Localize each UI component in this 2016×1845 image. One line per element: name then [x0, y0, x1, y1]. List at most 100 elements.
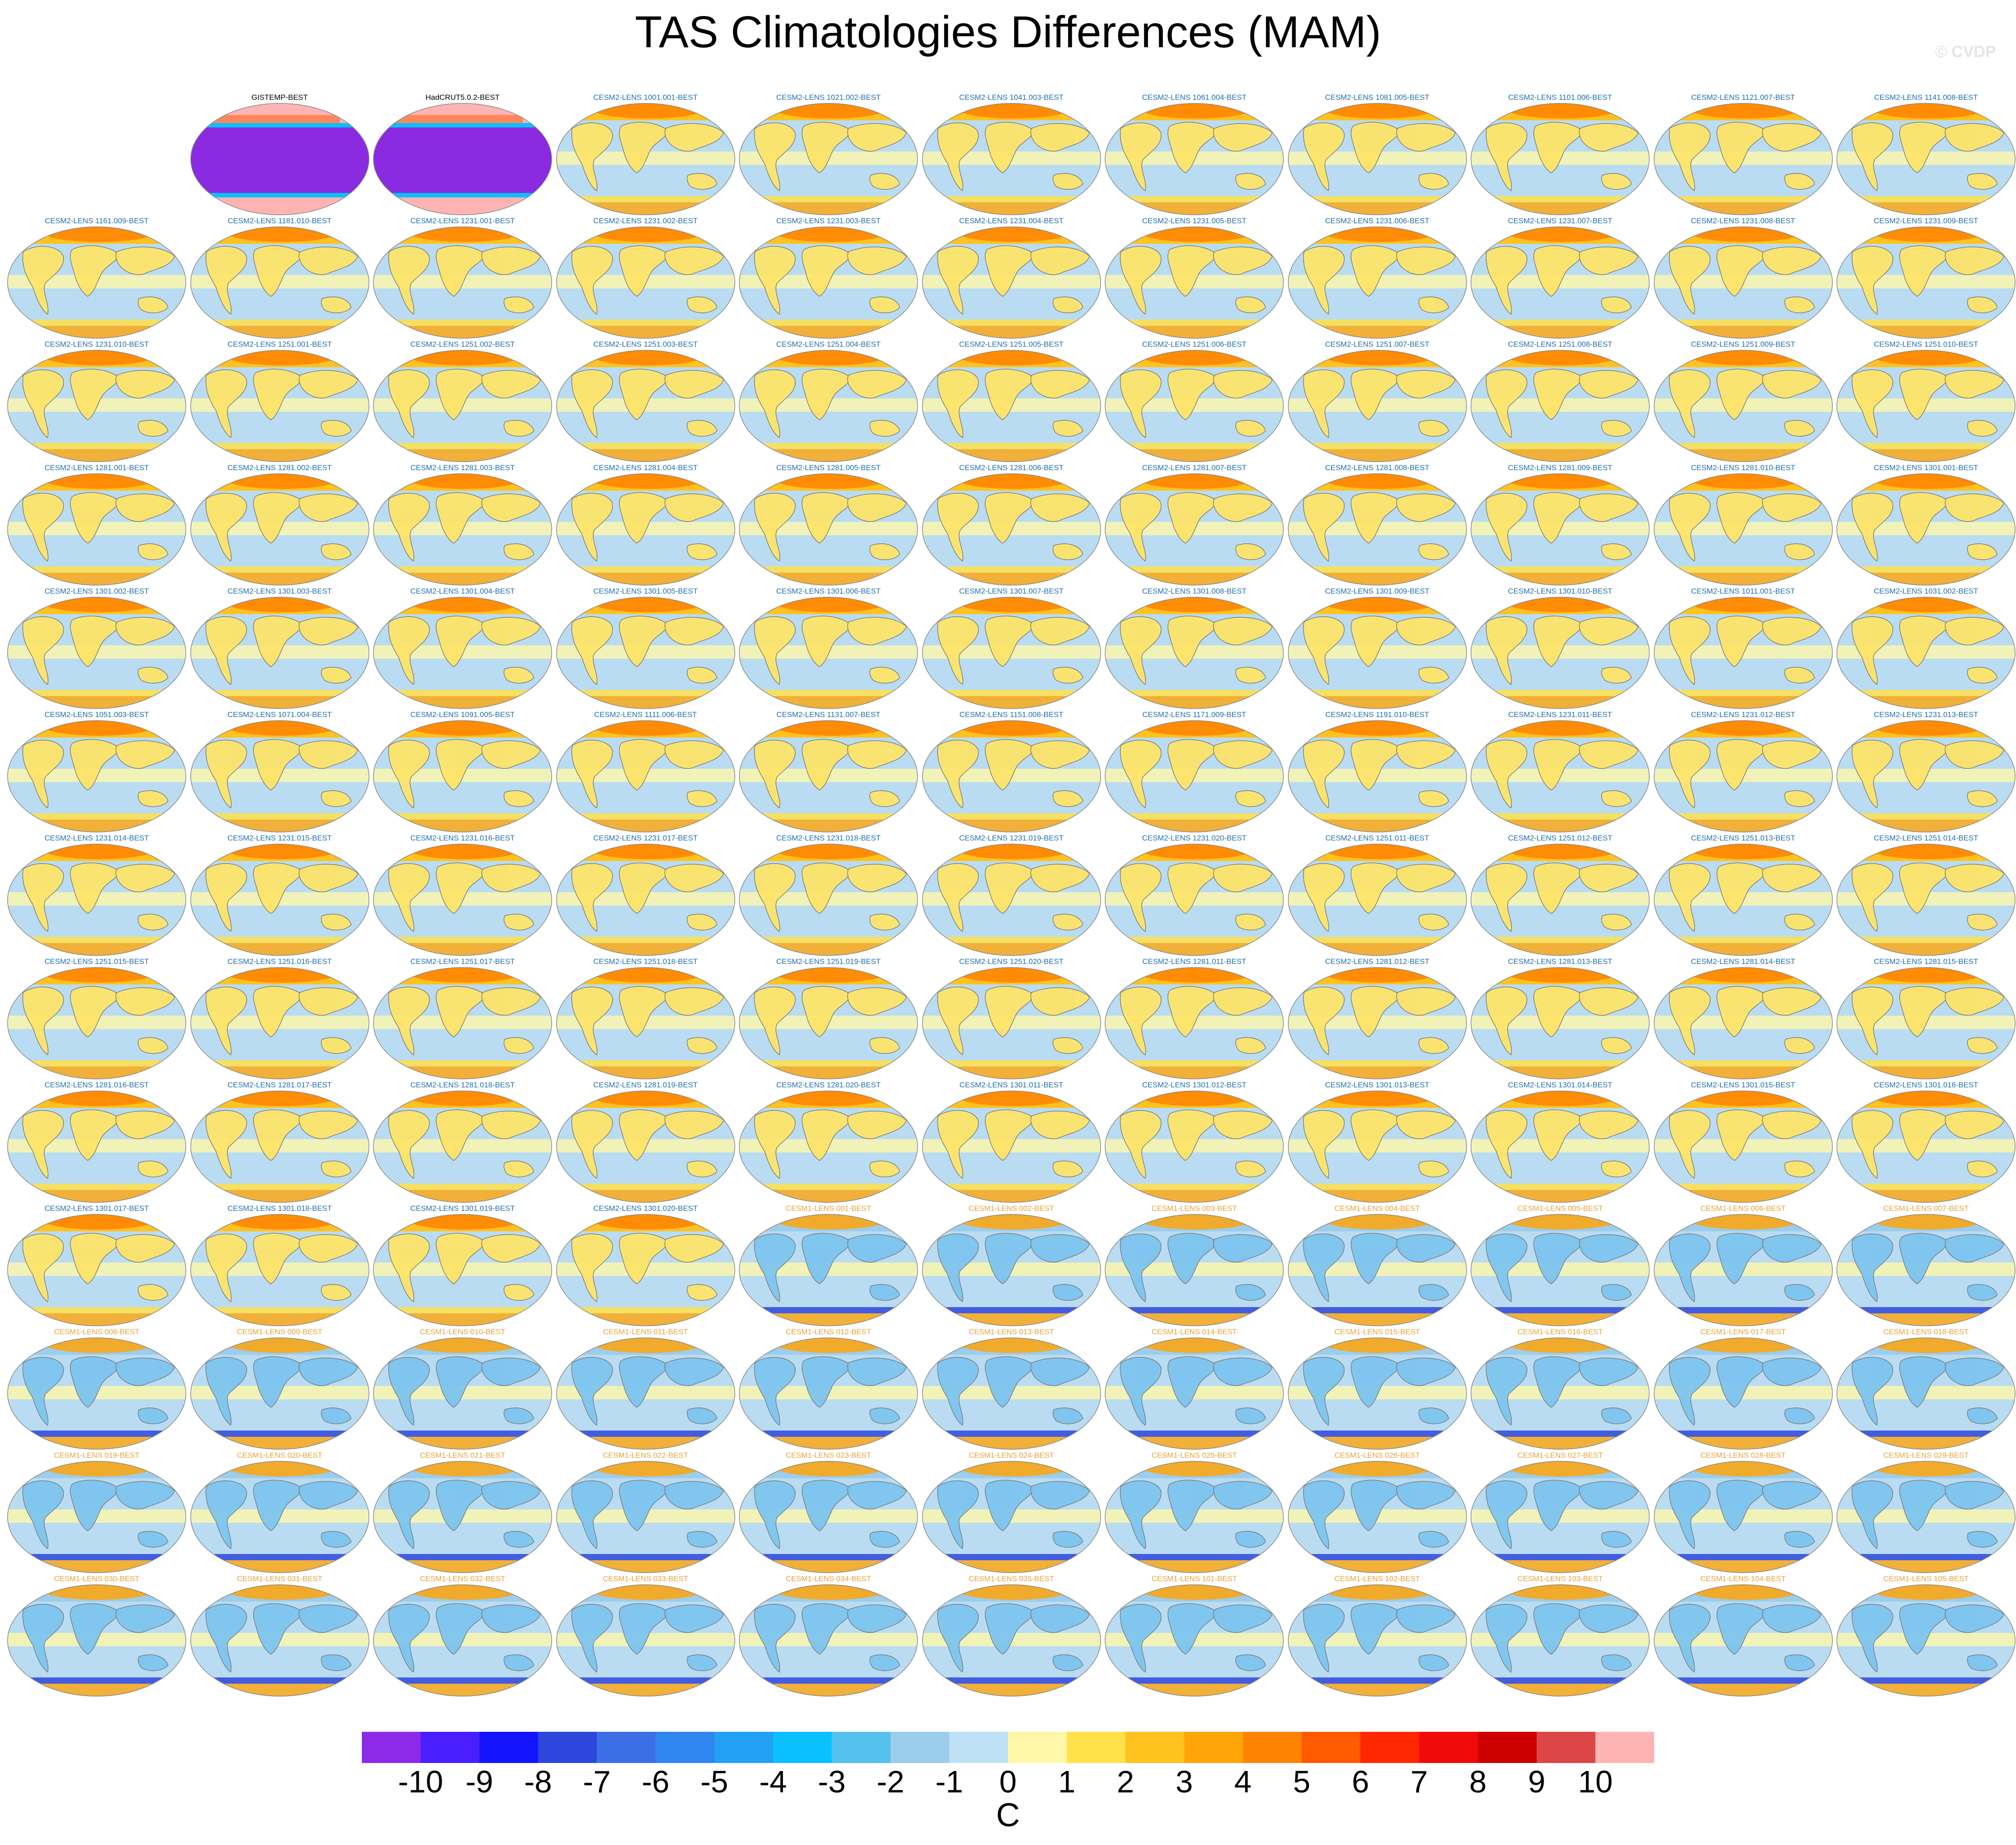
map-heatmap — [7, 1091, 186, 1203]
map-heatmap — [739, 720, 918, 832]
map-heatmap — [1105, 1214, 1284, 1326]
map-panel-title: CESM2-LENS 1281.005-BEST — [776, 463, 881, 472]
map-heatmap — [922, 350, 1101, 462]
colorbar-tick-label: -3 — [818, 1764, 846, 1799]
map-panel: CESM2-LENS 1091.005-BEST — [371, 710, 554, 834]
colorbar-segment — [1595, 1732, 1654, 1763]
map-heatmap — [1105, 226, 1284, 339]
map-panel: CESM1-LENS 018-BEST — [1835, 1327, 2016, 1451]
map-heatmap — [739, 1337, 918, 1450]
map-heatmap — [556, 1214, 735, 1326]
map-panel-title: CESM2-LENS 1231.012-BEST — [1691, 710, 1795, 719]
map-panel-title: CESM2-LENS 1301.018-BEST — [227, 1204, 332, 1213]
map-heatmap — [739, 103, 918, 215]
map-heatmap — [739, 1461, 918, 1573]
map-panel-title: CESM2-LENS 1231.001-BEST — [410, 217, 515, 225]
map-panel: CESM2-LENS 1141.008-BEST — [1835, 93, 2016, 217]
map-panel: CESM2-LENS 1231.004-BEST — [920, 216, 1103, 340]
map-heatmap — [1836, 597, 2016, 709]
map-panel-title: CESM1-LENS 020-BEST — [237, 1451, 323, 1460]
map-panel-title: CESM2-LENS 1281.003-BEST — [410, 463, 515, 472]
map-panel-title: CESM1-LENS 032-BEST — [420, 1574, 505, 1583]
map-panel: CESM2-LENS 1281.007-BEST — [1103, 463, 1286, 587]
map-panel: CESM2-LENS 1281.011-BEST — [1103, 957, 1286, 1081]
map-panel-title: CESM2-LENS 1231.017-BEST — [593, 834, 698, 842]
map-heatmap — [1287, 473, 1467, 586]
map-panel-title: CESM1-LENS 031-BEST — [237, 1574, 323, 1583]
map-panel: CESM1-LENS 032-BEST — [371, 1574, 554, 1698]
map-panel-title: CESM2-LENS 1041.003-BEST — [959, 93, 1064, 102]
map-panel-title: CESM1-LENS 101-BEST — [1151, 1574, 1237, 1583]
map-panel-title: CESM1-LENS 010-BEST — [420, 1328, 505, 1336]
map-heatmap — [1836, 1214, 2016, 1326]
map-panel: CESM1-LENS 025-BEST — [1103, 1451, 1286, 1574]
map-panel-title: CESM2-LENS 1251.014-BEST — [1873, 834, 1979, 842]
map-heatmap — [1105, 1337, 1284, 1450]
map-heatmap — [1836, 720, 2016, 832]
map-panel: CESM1-LENS 013-BEST — [920, 1327, 1103, 1451]
colorbar-tick-label: 2 — [1117, 1764, 1135, 1799]
map-panel-title: CESM2-LENS 1161.009-BEST — [45, 217, 149, 225]
map-panel-title: CESM2-LENS 1191.010-BEST — [1325, 710, 1430, 719]
map-panel-title: CESM1-LENS 017-BEST — [1700, 1328, 1786, 1336]
map-heatmap — [1653, 226, 1833, 339]
map-heatmap — [190, 844, 369, 956]
colorbar-segment — [1066, 1732, 1126, 1763]
map-panel-title: CESM2-LENS 1301.014-BEST — [1508, 1081, 1613, 1089]
map-panel-title: CESM1-LENS 026-BEST — [1334, 1451, 1420, 1460]
map-heatmap — [1105, 103, 1284, 215]
map-panel: CESM2-LENS 1251.006-BEST — [1103, 340, 1286, 463]
map-heatmap — [556, 597, 735, 709]
map-heatmap — [190, 967, 369, 1079]
colorbar-tick-label: 1 — [1058, 1764, 1076, 1799]
map-heatmap — [556, 1584, 735, 1697]
map-panel-title: CESM2-LENS 1251.003-BEST — [593, 340, 698, 348]
map-panel: CESM2-LENS 1231.018-BEST — [737, 833, 920, 957]
map-panel-title: CESM2-LENS 1281.016-BEST — [44, 1081, 149, 1089]
map-heatmap — [7, 1461, 186, 1573]
colorbar-segment — [1419, 1732, 1479, 1763]
map-heatmap — [373, 720, 552, 832]
map-heatmap — [1105, 597, 1284, 709]
colorbar-segment — [420, 1732, 480, 1763]
colorbar-tick-label: -2 — [877, 1764, 905, 1799]
map-panel-title: CESM2-LENS 1281.015-BEST — [1873, 957, 1979, 966]
map-panel-title: CESM2-LENS 1231.015-BEST — [227, 834, 332, 842]
map-heatmap — [1836, 1584, 2016, 1697]
map-heatmap — [7, 350, 186, 462]
map-panel-title: CESM2-LENS 1281.017-BEST — [227, 1081, 332, 1089]
map-heatmap — [1105, 1461, 1284, 1573]
map-heatmap — [373, 1091, 552, 1203]
map-heatmap — [922, 844, 1101, 956]
colorbar-segment — [1478, 1732, 1537, 1763]
map-panel: CESM1-LENS 033-BEST — [554, 1574, 737, 1698]
map-panel-title: CESM2-LENS 1301.010-BEST — [1508, 587, 1613, 595]
map-panel: CESM2-LENS 1251.001-BEST — [188, 340, 371, 463]
map-panel-title: CESM1-LENS 022-BEST — [602, 1451, 688, 1460]
map-panel: CESM1-LENS 004-BEST — [1286, 1204, 1469, 1328]
map-heatmap — [1105, 1584, 1284, 1697]
map-panel-title: CESM2-LENS 1071.004-BEST — [227, 710, 332, 719]
map-heatmap — [556, 1337, 735, 1450]
colorbar-tick-label: -10 — [398, 1764, 443, 1799]
map-panel: CESM1-LENS 105-BEST — [1835, 1574, 2016, 1698]
colorbar-tick-label: 0 — [999, 1764, 1017, 1799]
map-heatmap — [1471, 720, 1650, 832]
map-panel: CESM1-LENS 008-BEST — [5, 1327, 188, 1451]
map-panel: CESM2-LENS 1231.011-BEST — [1469, 710, 1651, 834]
map-panel-title: CESM2-LENS 1251.012-BEST — [1508, 834, 1613, 842]
map-panel-title: CESM2-LENS 1251.020-BEST — [959, 957, 1064, 966]
map-panel-title: CESM2-LENS 1251.015-BEST — [44, 957, 149, 966]
map-panel: CESM1-LENS 029-BEST — [1835, 1451, 2016, 1574]
map-panel: CESM2-LENS 1251.019-BEST — [737, 957, 920, 1081]
map-panel-title: CESM1-LENS 005-BEST — [1517, 1204, 1603, 1213]
map-heatmap — [1471, 1337, 1650, 1450]
map-panel: CESM1-LENS 024-BEST — [920, 1451, 1103, 1574]
colorbar-units: C — [996, 1796, 1020, 1833]
map-panel: CESM2-LENS 1281.020-BEST — [737, 1080, 920, 1204]
map-panel-title: CESM2-LENS 1061.004-BEST — [1142, 93, 1247, 102]
colorbar-segment — [362, 1732, 421, 1763]
map-panel-title: CESM2-LENS 1231.016-BEST — [410, 834, 515, 842]
map-heatmap — [373, 103, 552, 215]
map-panel: CESM2-LENS 1301.001-BEST — [1835, 463, 2016, 587]
